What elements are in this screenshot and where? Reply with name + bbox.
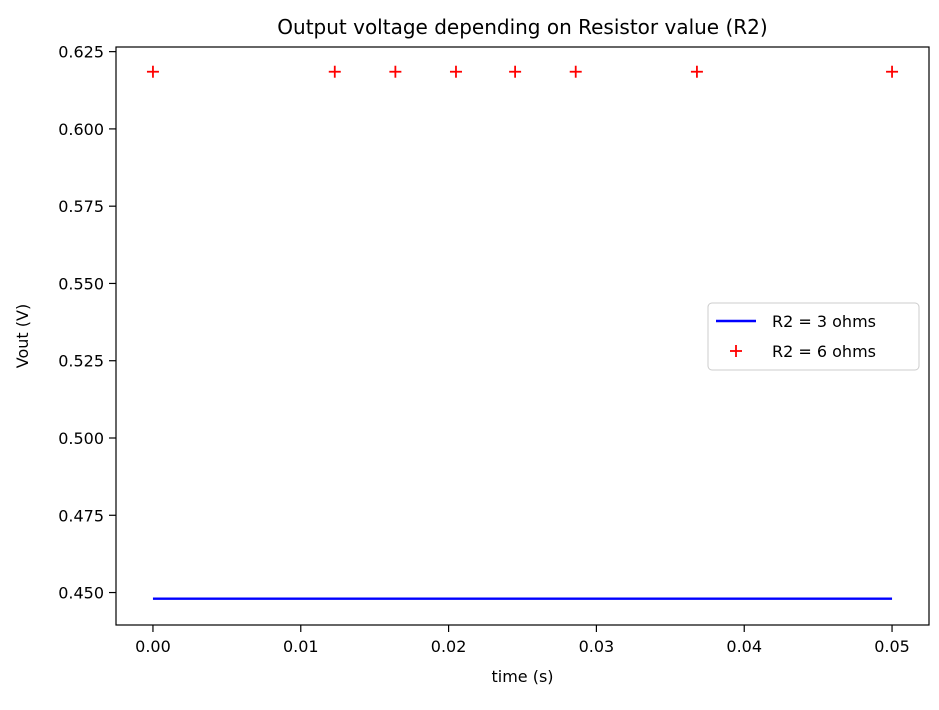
- legend-item: R2 = 3 ohms: [716, 312, 876, 331]
- y-tick-label: 0.600: [58, 120, 104, 139]
- chart-title: Output voltage depending on Resistor val…: [277, 15, 767, 39]
- legend: R2 = 3 ohms R2 = 6 ohms: [707, 302, 920, 371]
- x-tick-label: 0.04: [726, 637, 762, 656]
- y-tick-label: 0.525: [58, 352, 104, 371]
- data-point-r2-6-ohms: [146, 65, 159, 78]
- data-point-r2-6-ohms: [389, 65, 402, 78]
- plot-frame: [115, 46, 930, 626]
- y-tick-label: 0.500: [58, 429, 104, 448]
- data-point-r2-6-ohms: [509, 65, 522, 78]
- data-point-r2-6-ohms: [690, 65, 703, 78]
- plot-area: [146, 65, 899, 600]
- x-tick-label: 0.01: [283, 637, 319, 656]
- x-axis-label: time (s): [491, 667, 553, 686]
- legend-label: R2 = 6 ohms: [772, 342, 876, 361]
- x-axis: 0.00 0.01 0.02 0.03 0.04 0.05: [135, 625, 910, 656]
- y-tick-label: 0.575: [58, 197, 104, 216]
- data-point-r2-6-ohms: [569, 65, 582, 78]
- y-tick-label: 0.450: [58, 584, 104, 603]
- x-tick-label: 0.05: [874, 637, 910, 656]
- data-point-r2-6-ohms: [328, 65, 341, 78]
- data-point-r2-6-ohms: [886, 65, 899, 78]
- legend-plus-swatch: [730, 345, 742, 357]
- x-tick-label: 0.00: [135, 637, 171, 656]
- y-tick-label: 0.550: [58, 274, 104, 293]
- y-axis-label: Vout (V): [13, 304, 32, 368]
- legend-box: [707, 302, 920, 371]
- x-tick-label: 0.02: [431, 637, 467, 656]
- y-tick-label: 0.625: [58, 43, 104, 62]
- legend-label: R2 = 3 ohms: [772, 312, 876, 331]
- data-point-r2-6-ohms: [449, 65, 462, 78]
- legend-item: R2 = 6 ohms: [730, 342, 876, 361]
- y-tick-label: 0.475: [58, 506, 104, 525]
- x-tick-label: 0.03: [579, 637, 615, 656]
- y-axis: 0.450 0.475 0.500 0.525 0.550 0.575 0.600 0.625: [58, 43, 116, 603]
